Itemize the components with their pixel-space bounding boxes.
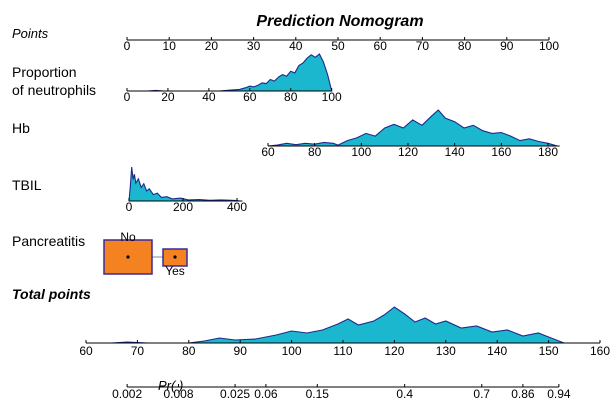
total-points-tick-label-70: 70 <box>131 344 145 358</box>
pancreatitis-yes-label: Yes <box>165 264 185 278</box>
total-points-tick-label-160: 160 <box>590 344 610 358</box>
pancreatitis-no-point <box>126 255 130 259</box>
probability-tick-label-0.025: 0.025 <box>220 387 250 401</box>
chart-title: Prediction Nomogram <box>256 13 423 30</box>
total-points-tick-label-120: 120 <box>384 344 404 358</box>
total-points-tick-label-140: 140 <box>487 344 507 358</box>
hb-tick-label-100: 100 <box>351 145 371 159</box>
probability-tick-label-0.06: 0.06 <box>254 387 278 401</box>
total-points-density <box>86 306 565 344</box>
pancreatitis-no-label: No <box>120 230 136 244</box>
points-tick-label-40: 40 <box>289 39 303 53</box>
neutrophils-tick-label-60: 60 <box>243 90 257 104</box>
neutrophils-tick-label-80: 80 <box>284 90 298 104</box>
total-points-tick-label-90: 90 <box>234 344 248 358</box>
points-tick-label-0: 0 <box>124 39 131 53</box>
probability-tick-label-0.4: 0.4 <box>396 387 413 401</box>
tbil-density <box>128 166 240 202</box>
total-points-tick-label-60: 60 <box>79 344 93 358</box>
points-tick-label-30: 30 <box>247 39 261 53</box>
hb-tick-label-80: 80 <box>308 145 322 159</box>
tbil-tick-label-200: 200 <box>173 200 193 214</box>
points-tick-label-80: 80 <box>458 39 472 53</box>
neutrophils-tick-label-40: 40 <box>202 90 216 104</box>
hb-tick-label-60: 60 <box>261 145 275 159</box>
points-axis-label: Points <box>12 26 49 41</box>
hb-tick-label-180: 180 <box>538 145 558 159</box>
probability-tick-label-0.15: 0.15 <box>306 387 330 401</box>
tbil-tick-label-400: 400 <box>227 200 247 214</box>
total-points-tick-label-80: 80 <box>182 344 196 358</box>
points-tick-label-50: 50 <box>331 39 345 53</box>
neutrophils-tick-label-0: 0 <box>124 90 131 104</box>
neutrophils-density <box>127 53 333 92</box>
probability-tick-label-0.008: 0.008 <box>164 387 194 401</box>
points-tick-label-90: 90 <box>500 39 514 53</box>
total-points-label: Total points <box>12 286 91 302</box>
pancreatitis-yes-point <box>173 255 177 259</box>
neutrophils-label-line1: Proportion <box>12 64 77 80</box>
tbil-label: TBIL <box>12 177 42 193</box>
probability-tick-label-0.94: 0.94 <box>547 387 571 401</box>
neutrophils-tick-label-20: 20 <box>161 90 175 104</box>
hb-tick-label-140: 140 <box>445 145 465 159</box>
total-points-tick-label-130: 130 <box>436 344 456 358</box>
points-tick-label-20: 20 <box>205 39 219 53</box>
neutrophils-label-line2: of neutrophils <box>12 82 96 98</box>
hb-tick-label-120: 120 <box>398 145 418 159</box>
total-points-tick-label-110: 110 <box>333 344 352 358</box>
points-tick-label-10: 10 <box>163 39 177 53</box>
points-tick-label-70: 70 <box>416 39 430 53</box>
probability-axis-label: Pr( ) <box>158 378 183 393</box>
probability-tick-label-0.002: 0.002 <box>112 387 142 401</box>
neutrophils-tick-label-100: 100 <box>322 90 342 104</box>
tbil-tick-label-0: 0 <box>126 200 133 214</box>
probability-tick-label-0.86: 0.86 <box>511 387 535 401</box>
points-tick-label-100: 100 <box>539 39 559 53</box>
hb-density <box>267 109 558 147</box>
hb-tick-label-160: 160 <box>491 145 511 159</box>
total-points-tick-label-150: 150 <box>539 344 559 358</box>
points-tick-label-60: 60 <box>374 39 388 53</box>
pancreatitis-label: Pancreatitis <box>12 233 85 249</box>
hb-label: Hb <box>12 120 30 136</box>
probability-tick-label-0.7: 0.7 <box>473 387 490 401</box>
total-points-tick-label-100: 100 <box>282 344 302 358</box>
